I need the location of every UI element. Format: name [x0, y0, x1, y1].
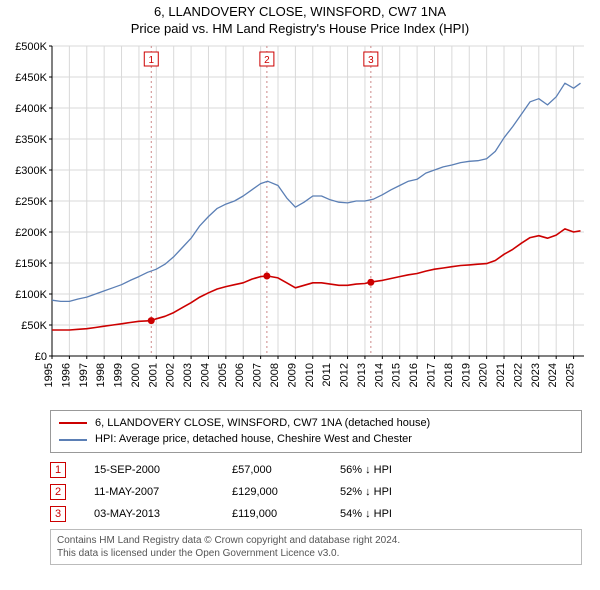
legend-swatch [59, 422, 87, 424]
sales-row: 2 11-MAY-2007 £129,000 52% ↓ HPI [50, 481, 582, 503]
svg-text:2006: 2006 [234, 363, 246, 387]
legend-row: 6, LLANDOVERY CLOSE, WINSFORD, CW7 1NA (… [59, 415, 573, 432]
svg-text:1997: 1997 [78, 363, 90, 387]
svg-text:2001: 2001 [147, 363, 159, 387]
svg-text:2005: 2005 [217, 363, 229, 387]
svg-text:2000: 2000 [130, 363, 142, 387]
sales-row: 1 15-SEP-2000 £57,000 56% ↓ HPI [50, 459, 582, 481]
legend-label: HPI: Average price, detached house, Ches… [95, 431, 412, 448]
svg-text:2018: 2018 [443, 363, 455, 387]
footer-attribution: Contains HM Land Registry data © Crown c… [50, 529, 582, 565]
sale-hpi-relation: 52% ↓ HPI [340, 486, 392, 498]
svg-text:2016: 2016 [408, 363, 420, 387]
svg-text:2024: 2024 [547, 363, 559, 387]
svg-text:2004: 2004 [199, 363, 211, 387]
svg-text:£100K: £100K [15, 289, 47, 301]
svg-text:2: 2 [264, 55, 270, 66]
sale-hpi-relation: 56% ↓ HPI [340, 464, 392, 476]
svg-text:1995: 1995 [43, 363, 55, 387]
sale-price: £57,000 [232, 464, 312, 476]
svg-text:2015: 2015 [391, 363, 403, 387]
sale-date: 11-MAY-2007 [94, 486, 204, 498]
svg-text:2002: 2002 [165, 363, 177, 387]
sale-badge: 3 [50, 506, 66, 522]
svg-text:2009: 2009 [286, 363, 298, 387]
sales-table: 1 15-SEP-2000 £57,000 56% ↓ HPI 2 11-MAY-2007… [50, 459, 582, 525]
svg-text:£250K: £250K [15, 196, 47, 208]
svg-text:£300K: £300K [15, 165, 47, 177]
sale-date: 03-MAY-2013 [94, 508, 204, 520]
svg-text:£50K: £50K [21, 320, 47, 332]
svg-text:£350K: £350K [15, 134, 47, 146]
svg-text:£450K: £450K [15, 72, 47, 84]
legend-swatch [59, 439, 87, 441]
chart-plot-area: £0 £50K £100K £150K £200K £250K £300K £350K £400… [0, 36, 600, 406]
legend-row: HPI: Average price, detached house, Ches… [59, 431, 573, 448]
svg-text:£400K: £400K [15, 103, 47, 115]
legend-label: 6, LLANDOVERY CLOSE, WINSFORD, CW7 1NA (… [95, 415, 430, 432]
sale-hpi-relation: 54% ↓ HPI [340, 508, 392, 520]
sale-badge: 2 [50, 484, 66, 500]
svg-text:2013: 2013 [356, 363, 368, 387]
svg-text:£500K: £500K [15, 41, 47, 53]
svg-text:2017: 2017 [425, 363, 437, 387]
svg-text:2019: 2019 [460, 363, 472, 387]
svg-text:£200K: £200K [15, 227, 47, 239]
svg-text:1999: 1999 [113, 363, 125, 387]
svg-text:2008: 2008 [269, 363, 281, 387]
chart-svg: £0 £50K £100K £150K £200K £250K £300K £350K £400… [0, 36, 600, 406]
svg-text:1: 1 [148, 55, 154, 66]
svg-text:2010: 2010 [304, 363, 316, 387]
svg-text:2003: 2003 [182, 363, 194, 387]
sale-price: £129,000 [232, 486, 312, 498]
footer-line: This data is licensed under the Open Gov… [57, 547, 575, 560]
sales-row: 3 03-MAY-2013 £119,000 54% ↓ HPI [50, 503, 582, 525]
svg-text:£0: £0 [35, 351, 47, 363]
svg-text:2014: 2014 [373, 363, 385, 387]
svg-text:3: 3 [368, 55, 374, 66]
chart-subtitle: Price paid vs. HM Land Registry's House … [0, 21, 600, 36]
svg-text:2025: 2025 [565, 363, 577, 387]
svg-text:2012: 2012 [339, 363, 351, 387]
svg-text:2023: 2023 [530, 363, 542, 387]
legend: 6, LLANDOVERY CLOSE, WINSFORD, CW7 1NA (… [50, 410, 582, 453]
svg-text:2020: 2020 [478, 363, 490, 387]
svg-text:£150K: £150K [15, 258, 47, 270]
chart-title: 6, LLANDOVERY CLOSE, WINSFORD, CW7 1NA [0, 0, 600, 21]
svg-text:1998: 1998 [95, 363, 107, 387]
svg-text:1996: 1996 [60, 363, 72, 387]
sale-price: £119,000 [232, 508, 312, 520]
sale-badge: 1 [50, 462, 66, 478]
svg-text:2011: 2011 [321, 363, 333, 387]
svg-text:2022: 2022 [512, 363, 524, 387]
svg-text:2021: 2021 [495, 363, 507, 387]
svg-text:2007: 2007 [252, 363, 264, 387]
chart-container: 6, LLANDOVERY CLOSE, WINSFORD, CW7 1NA P… [0, 0, 600, 590]
sale-date: 15-SEP-2000 [94, 464, 204, 476]
footer-line: Contains HM Land Registry data © Crown c… [57, 534, 575, 547]
